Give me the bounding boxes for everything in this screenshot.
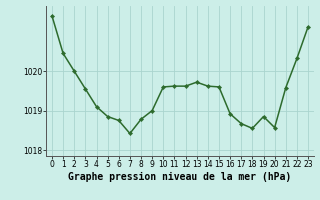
X-axis label: Graphe pression niveau de la mer (hPa): Graphe pression niveau de la mer (hPa) — [68, 172, 292, 182]
